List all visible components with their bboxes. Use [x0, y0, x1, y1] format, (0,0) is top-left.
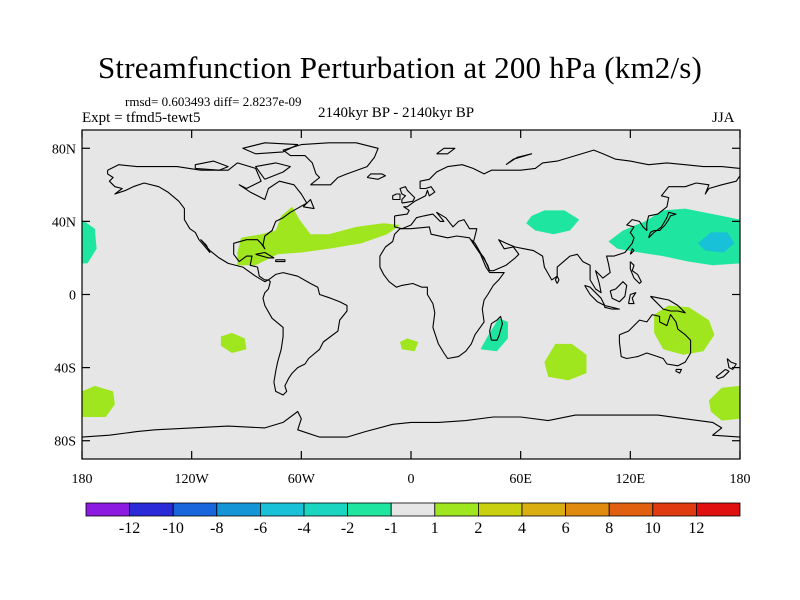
coastline-great-britain [399, 186, 416, 204]
colorbar-label: -4 [297, 520, 310, 537]
colorbar-swatch [608, 502, 654, 517]
coastline-iceland [366, 173, 386, 180]
colorbar-swatch [303, 502, 348, 517]
chart-title: Streamfunction Perturbation at 200 hPa (… [97, 50, 703, 85]
y-tick-label: 0 [69, 289, 76, 304]
coastline-africa [379, 226, 505, 360]
colorbar-swatch [565, 502, 610, 517]
anomaly-northwest-pacific-negative [608, 208, 740, 266]
chart-subtitle: 2140kyr BP - 2140kyr BP [318, 105, 475, 121]
stats-line: rmsd= 0.603493 diff= 2.8237e-09 [125, 94, 302, 109]
coastline-philippines [629, 261, 642, 285]
coastline-south-america [262, 272, 348, 396]
x-tick-label: 60E [509, 472, 532, 487]
colorbar-swatch [390, 502, 436, 517]
experiment-label: Expt = tfmd5-tewt5 [82, 110, 201, 126]
coastline-novaya-zemlya [505, 153, 533, 166]
coastline-new-guinea [650, 295, 686, 314]
map-background [82, 130, 740, 459]
anomaly-indian-ocean-positive [544, 343, 587, 381]
x-tick-label: 120W [175, 472, 210, 487]
x-tick-label: 60W [288, 472, 316, 487]
colorbar-label: 6 [562, 520, 570, 537]
coastline-baffin-island [255, 162, 291, 180]
colorbar-swatch [434, 502, 479, 517]
coastline-svalbard [436, 147, 456, 155]
coastline-north-america [107, 162, 308, 283]
coastline-taiwan [629, 248, 635, 255]
coastline-madagascar [489, 315, 503, 341]
colorbar-label: -12 [119, 520, 140, 537]
coastline-ellesmere-island [242, 142, 299, 155]
colorbar-label: 8 [605, 520, 613, 537]
season-label: JJA [712, 110, 735, 126]
coastline-australia [618, 314, 692, 367]
colorbar-swatch [652, 502, 697, 517]
coastline-antarctica [82, 410, 740, 438]
coastline-japan [648, 211, 677, 239]
colorbar-swatch [696, 502, 741, 517]
colorbar-label: -10 [163, 520, 184, 537]
colorbar-label: 10 [645, 520, 661, 537]
anomaly-south-atlantic-positive [400, 338, 419, 352]
map-plot [82, 130, 740, 459]
colorbar-label: 12 [688, 520, 704, 537]
coastline-sulawesi [627, 292, 637, 305]
colorbar-label: 2 [474, 520, 482, 537]
coastline-borneo [609, 281, 628, 303]
coastline-hispaniola [275, 259, 286, 263]
colorbar-swatch [85, 502, 130, 517]
x-tick-label: 120E [616, 472, 646, 487]
colorbar-label: 1 [431, 520, 439, 537]
colorbar-swatch [216, 502, 261, 517]
anomaly-south-pacific-east-positive [708, 385, 740, 421]
coastline-tasmania [675, 368, 683, 374]
coastline-new-zealand-south [715, 368, 730, 380]
colorbar-label: -2 [341, 520, 354, 537]
anomaly-north-atlantic-positive [237, 206, 400, 266]
anomaly-southeast-pacific-positive [220, 332, 247, 353]
colorbar-label: -1 [385, 520, 398, 537]
coastline-new-zealand-north [726, 358, 737, 370]
colorbar-label: -6 [254, 520, 267, 537]
y-tick-label: 80S [54, 435, 76, 450]
x-tick-label: 0 [408, 472, 415, 487]
y-tick-label: 40S [54, 362, 76, 377]
coastline-ireland [392, 193, 401, 201]
colorbar-swatch [521, 502, 566, 517]
colorbar-swatch [172, 502, 218, 517]
colorbar-label: -8 [210, 520, 223, 537]
coastline-java [604, 304, 620, 310]
map-axes: 180 120W 60W 0 60E 120E 180 80N 40N 0 40S 80S [52, 129, 751, 487]
y-tick-label: 80N [52, 142, 76, 157]
anomaly-central-asia-negative [526, 210, 580, 235]
colorbar-label: 4 [518, 520, 526, 537]
coastline-greenland [282, 142, 379, 186]
coastline-arabia-red-sea [470, 239, 491, 271]
colorbar: -12 -10 -8 -6 -4 -2 -1 1 2 4 6 8 10 12 [85, 502, 741, 537]
anomaly-dateline-west-negative [82, 219, 97, 264]
x-tick-label: 180 [730, 472, 751, 487]
y-tick-label: 40N [52, 215, 76, 230]
x-tick-label: 180 [72, 472, 93, 487]
colorbar-swatch [347, 502, 392, 517]
coastline-sri-lanka [554, 275, 560, 284]
coastline-cuba [255, 251, 275, 259]
coastline-victoria-island [194, 160, 229, 171]
anomaly-northwest-pacific-core [698, 232, 735, 253]
coastline-newfoundland [302, 198, 315, 210]
colorbar-swatch [129, 502, 174, 517]
anomaly-south-pacific-west-positive [82, 385, 115, 417]
colorbar-swatch [259, 502, 305, 517]
colorbar-swatch [477, 502, 523, 517]
